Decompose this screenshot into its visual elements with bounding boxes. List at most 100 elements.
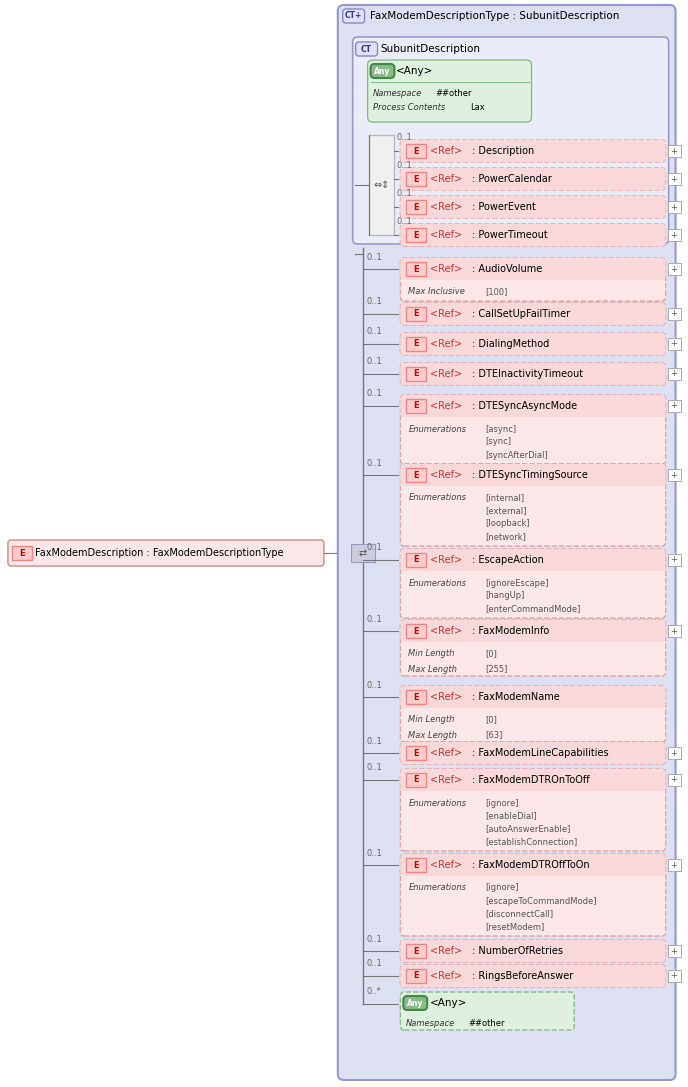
Bar [405, 475, 662, 486]
Text: [63]: [63] [485, 730, 502, 739]
Text: Any: Any [407, 999, 424, 1008]
Text: <Ref>: <Ref> [430, 202, 462, 212]
Text: +: + [670, 749, 677, 758]
Bar [407, 367, 426, 382]
Text: Process Contents: Process Contents [373, 102, 445, 112]
Text: 0..1: 0..1 [367, 960, 383, 969]
Bar [405, 314, 662, 325]
Text: [100]: [100] [485, 287, 507, 297]
FancyBboxPatch shape [400, 992, 574, 1030]
Bar [407, 944, 426, 958]
Text: 0..1: 0..1 [367, 737, 383, 746]
Text: <Ref>: <Ref> [430, 230, 462, 240]
Text: +: + [670, 471, 677, 479]
FancyBboxPatch shape [400, 168, 666, 190]
Text: SubunitDescription: SubunitDescription [380, 43, 480, 54]
Text: 0..1: 0..1 [367, 935, 383, 944]
Text: 0..*: 0..* [367, 987, 381, 996]
Text: [resetModem]: [resetModem] [485, 923, 544, 932]
FancyBboxPatch shape [356, 42, 378, 57]
Text: +: + [670, 370, 677, 378]
Text: [syncAfterDial]: [syncAfterDial] [485, 450, 548, 460]
Text: +: + [670, 202, 677, 212]
Bar [667, 338, 680, 350]
Text: E: E [413, 339, 419, 349]
Text: E: E [413, 401, 419, 411]
Text: +: + [670, 555, 677, 564]
FancyBboxPatch shape [400, 363, 666, 385]
Text: Min Length: Min Length [408, 650, 455, 659]
Text: <Any>: <Any> [430, 998, 468, 1008]
Text: +: + [670, 147, 677, 155]
FancyBboxPatch shape [400, 333, 666, 355]
Bar [667, 970, 680, 982]
Text: Enumerations: Enumerations [408, 493, 466, 502]
Text: [disconnectCall]: [disconnectCall] [485, 910, 553, 919]
FancyBboxPatch shape [400, 549, 666, 571]
Text: [network]: [network] [485, 533, 526, 541]
Text: +: + [670, 230, 677, 239]
FancyBboxPatch shape [400, 140, 666, 162]
Bar [407, 307, 426, 321]
Bar [667, 625, 680, 637]
Text: Namespace: Namespace [373, 89, 422, 99]
Text: 0..1: 0..1 [367, 327, 383, 337]
FancyBboxPatch shape [400, 395, 666, 464]
Text: 0..1: 0..1 [367, 298, 383, 307]
Text: <Ref>: <Ref> [430, 971, 462, 980]
Text: <Ref>: <Ref> [430, 470, 462, 480]
Text: Lax: Lax [470, 102, 484, 112]
Bar [667, 774, 680, 786]
Text: <Ref>: <Ref> [430, 309, 462, 318]
Text: E: E [413, 555, 419, 564]
Text: [enableDial]: [enableDial] [485, 812, 537, 821]
Text: 0..1: 0..1 [367, 459, 383, 467]
Bar [407, 690, 426, 704]
Text: Max Length: Max Length [408, 664, 458, 674]
Text: <Ref>: <Ref> [430, 626, 462, 636]
Text: <Ref>: <Ref> [430, 555, 462, 565]
Text: [external]: [external] [485, 507, 526, 515]
FancyBboxPatch shape [400, 303, 666, 325]
Text: 0..1: 0..1 [367, 358, 383, 366]
Text: E: E [413, 264, 419, 274]
Text: +: + [670, 264, 677, 274]
Bar [405, 753, 662, 764]
Bar [667, 173, 680, 185]
FancyBboxPatch shape [400, 140, 666, 162]
FancyBboxPatch shape [353, 37, 669, 243]
FancyBboxPatch shape [400, 303, 666, 325]
Text: Min Length: Min Length [408, 715, 455, 725]
FancyBboxPatch shape [367, 60, 532, 122]
Text: E: E [413, 861, 419, 870]
Text: E: E [413, 775, 419, 785]
FancyBboxPatch shape [338, 5, 676, 1080]
Text: CT: CT [361, 45, 372, 53]
Text: : RingsBeforeAnswer: : RingsBeforeAnswer [472, 971, 573, 980]
Text: E: E [413, 175, 419, 184]
Text: E: E [413, 310, 419, 318]
Text: <Ref>: <Ref> [430, 264, 462, 274]
Text: +: + [670, 775, 677, 785]
Bar [405, 780, 662, 791]
FancyBboxPatch shape [400, 196, 666, 218]
Text: Enumerations: Enumerations [408, 884, 466, 892]
Text: <Ref>: <Ref> [430, 692, 462, 702]
Bar [407, 553, 426, 567]
FancyBboxPatch shape [400, 965, 666, 987]
Text: <Ref>: <Ref> [430, 174, 462, 184]
Text: : FaxModemLineCapabilities: : FaxModemLineCapabilities [472, 748, 608, 758]
Text: 0..1: 0..1 [367, 544, 383, 552]
Text: Enumerations: Enumerations [408, 425, 466, 434]
Text: E: E [413, 749, 419, 758]
Text: +: + [670, 339, 677, 349]
Text: <Ref>: <Ref> [430, 146, 462, 157]
FancyBboxPatch shape [400, 224, 666, 246]
Text: Any: Any [374, 66, 391, 75]
Text: 0..1: 0..1 [367, 849, 383, 858]
Bar [405, 976, 662, 987]
FancyBboxPatch shape [400, 333, 666, 355]
Bar [407, 200, 426, 214]
Bar [12, 546, 32, 560]
Text: <Any>: <Any> [396, 66, 433, 76]
